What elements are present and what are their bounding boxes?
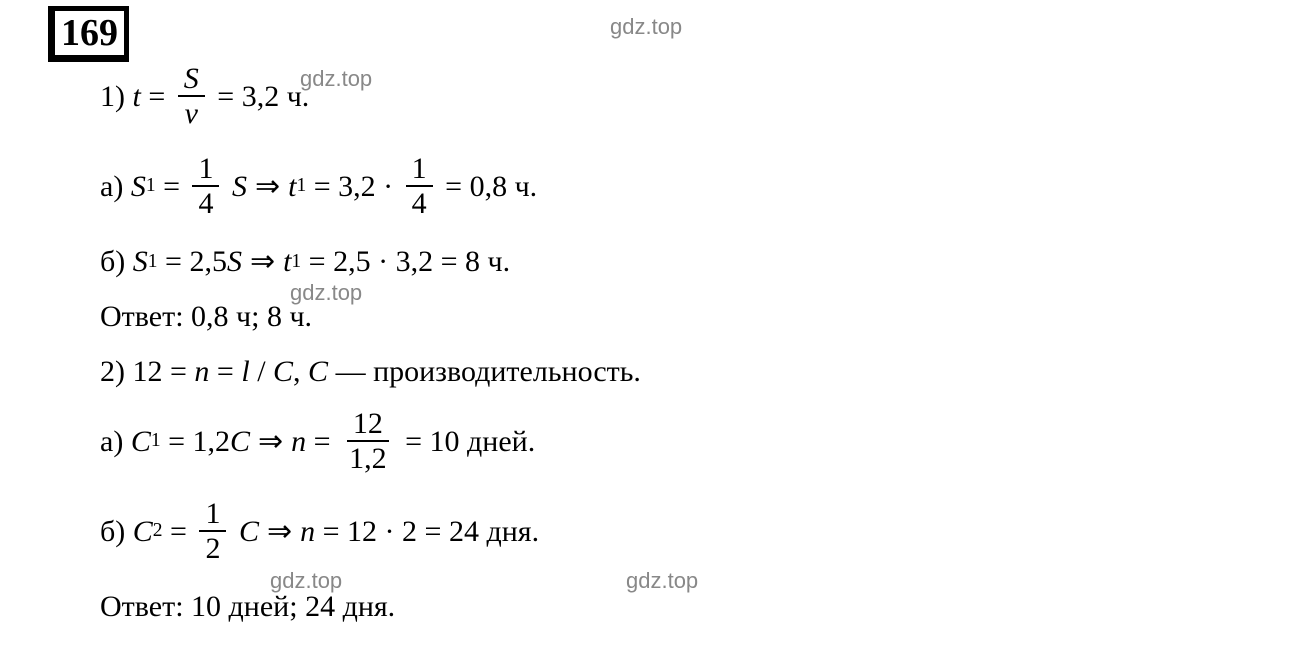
value: 2 <box>402 512 417 551</box>
value: 12 <box>347 512 377 551</box>
part1a: а) S1 = 1 4 S ⇒ t1 = 3,2 · 1 4 = 0,8 ч. <box>100 152 1200 220</box>
answer-label: Ответ: <box>100 297 184 336</box>
part1-formula: 1) t = S v = 3,2 ч. <box>100 62 1200 130</box>
var-s: S <box>133 242 148 281</box>
var-c: C <box>273 352 293 391</box>
label-a: а) <box>100 422 123 461</box>
fraction: 1 4 <box>406 152 433 220</box>
result: 24 <box>449 512 479 551</box>
arrow-icon: ⇒ <box>250 242 275 281</box>
unit: ч. <box>488 242 511 281</box>
value: 12 <box>133 352 163 391</box>
subscript: 1 <box>296 173 306 198</box>
arrow-icon: ⇒ <box>255 167 280 206</box>
comma: , <box>293 352 301 391</box>
unit: ч. <box>515 167 538 206</box>
frac-numerator: 1 <box>192 152 219 187</box>
part1-label: 1) <box>100 77 125 116</box>
label-b: б) <box>100 512 125 551</box>
var-n: n <box>291 422 306 461</box>
frac-numerator: 12 <box>347 407 389 442</box>
frac-denominator: 4 <box>192 187 219 220</box>
subscript: 1 <box>148 249 158 274</box>
value: 3,2 <box>396 242 434 281</box>
arrow-icon: ⇒ <box>258 422 283 461</box>
answer-value: 24 дня. <box>305 587 395 626</box>
part2-answer: Ответ: 10 дней; 24 дня. <box>100 587 1200 626</box>
unit: дня. <box>486 512 539 551</box>
value: 3,2 <box>242 77 280 116</box>
result: 8 <box>465 242 480 281</box>
answer-value: 10 дней; <box>191 587 298 626</box>
frac-denominator: 4 <box>406 187 433 220</box>
var-n: n <box>300 512 315 551</box>
var-c: C <box>131 422 151 461</box>
result: 0,8 <box>470 167 508 206</box>
frac-numerator: 1 <box>199 497 226 532</box>
fraction: 1 4 <box>192 152 219 220</box>
coefficient: 2,5 <box>189 242 227 281</box>
value: 3,2 <box>338 167 376 206</box>
fraction: 12 1,2 <box>343 407 393 475</box>
part2a: а) C1 = 1,2 C ⇒ n = 12 1,2 = 10 дней. <box>100 407 1200 475</box>
watermark: gdz.top <box>610 14 682 40</box>
fraction: 1 2 <box>199 497 226 565</box>
frac-denominator: 1,2 <box>343 442 393 475</box>
subscript: 1 <box>146 173 156 198</box>
label-a: а) <box>100 167 123 206</box>
answer-label: Ответ: <box>100 587 184 626</box>
var-c: C <box>133 512 153 551</box>
answer-value: 0,8 ч; <box>191 297 259 336</box>
part2-label: 2) <box>100 352 125 391</box>
var-c: C <box>239 512 259 551</box>
frac-numerator: 1 <box>406 152 433 187</box>
var-t: t <box>133 77 141 116</box>
separator: / <box>257 352 265 391</box>
solution-content: 1) t = S v = 3,2 ч. а) S1 = 1 4 S ⇒ t1 =… <box>100 62 1200 642</box>
var-l: l <box>241 352 249 391</box>
var-s: S <box>232 167 247 206</box>
part1-answer: Ответ: 0,8 ч; 8 ч. <box>100 297 1200 336</box>
coefficient: 1,2 <box>193 422 231 461</box>
label-b: б) <box>100 242 125 281</box>
var-n: n <box>194 352 209 391</box>
var-s: S <box>131 167 146 206</box>
frac-denominator: 2 <box>199 532 226 565</box>
fraction: S v <box>178 62 205 130</box>
value: 2,5 <box>333 242 371 281</box>
unit: дней. <box>467 422 535 461</box>
part2-formula: 2) 12 = n = l / C , C — производительнос… <box>100 352 1200 391</box>
subscript: 2 <box>153 518 163 543</box>
var-c: C <box>308 352 328 391</box>
result: 10 <box>430 422 460 461</box>
part2b: б) C2 = 1 2 C ⇒ n = 12 · 2 = 24 дня. <box>100 497 1200 565</box>
var-s: S <box>227 242 242 281</box>
subscript: 1 <box>151 428 161 453</box>
description: — производительность. <box>336 352 641 391</box>
unit: ч. <box>287 77 310 116</box>
part1b: б) S1 = 2,5 S ⇒ t1 = 2,5 · 3,2 = 8 ч. <box>100 242 1200 281</box>
answer-value: 8 ч. <box>267 297 312 336</box>
problem-number: 169 <box>48 6 129 62</box>
frac-numerator: S <box>178 62 205 97</box>
var-t: t <box>288 167 296 206</box>
var-c: C <box>230 422 250 461</box>
var-t: t <box>283 242 291 281</box>
arrow-icon: ⇒ <box>267 512 292 551</box>
subscript: 1 <box>291 249 301 274</box>
frac-denominator: v <box>179 97 204 130</box>
